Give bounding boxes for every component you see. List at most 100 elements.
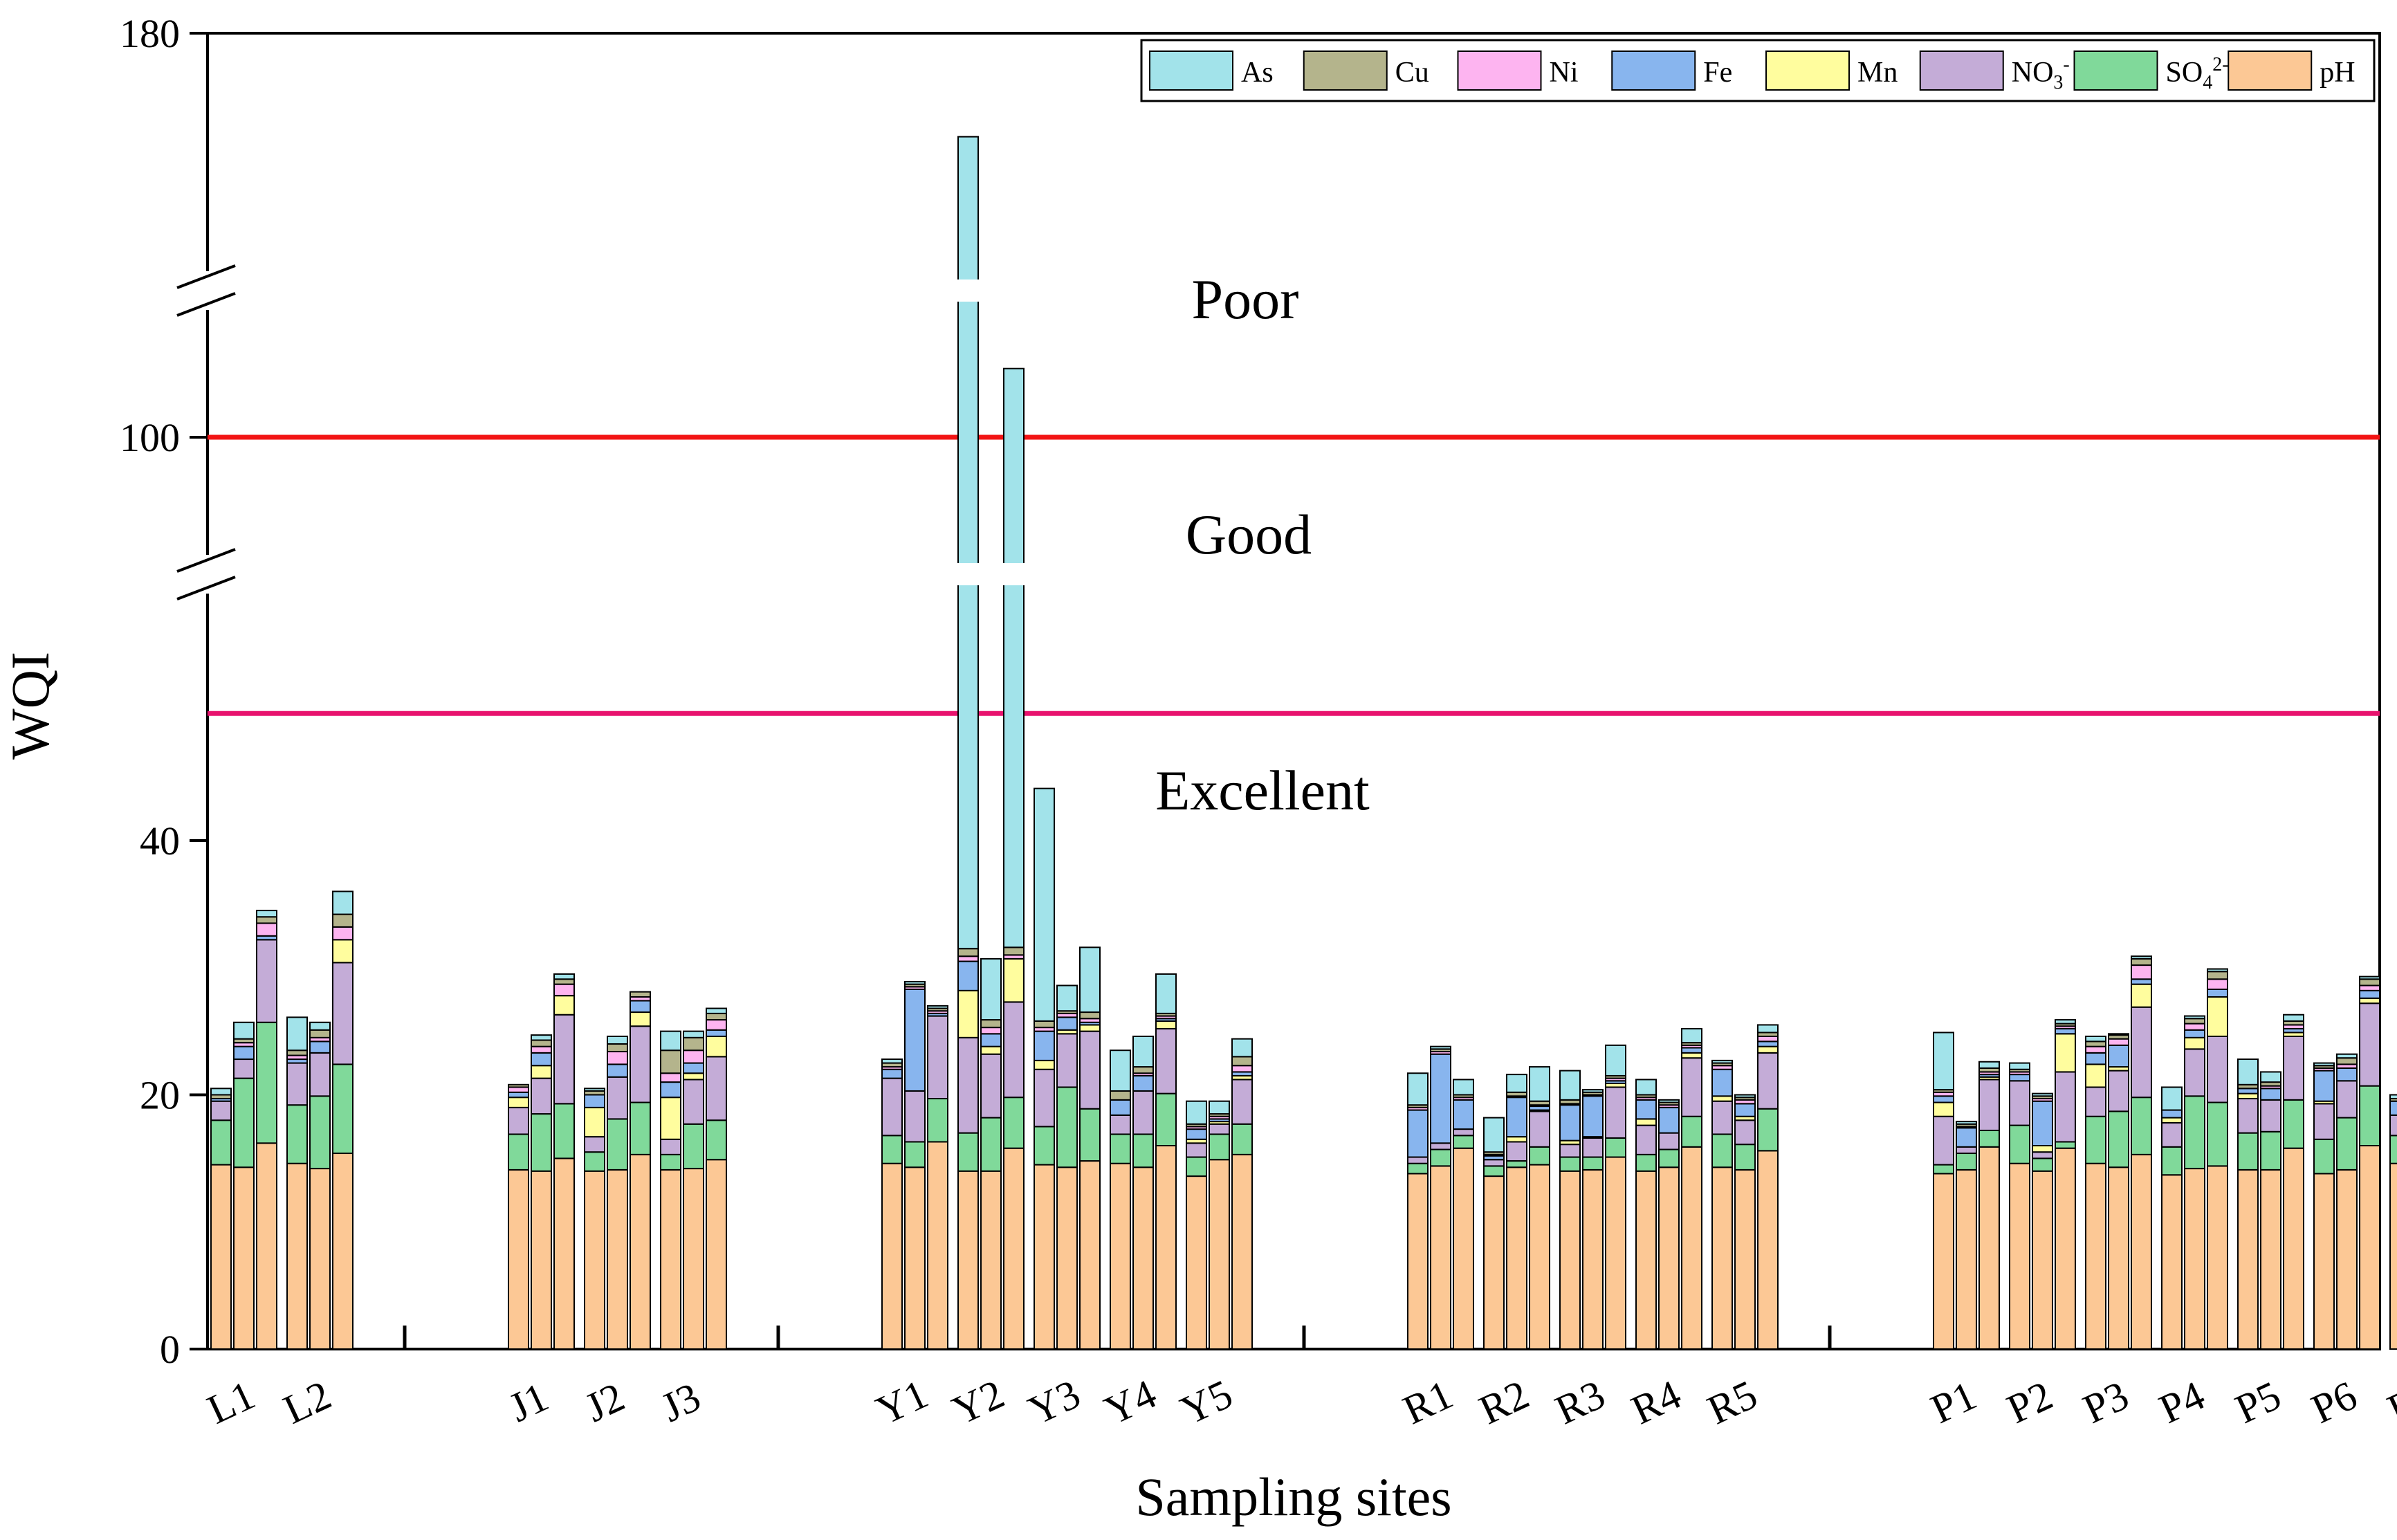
bar-segment-P3-2-Fe: [2108, 1044, 2129, 1068]
bar-segment-J3-3-Cu: [706, 1012, 727, 1021]
bar-segment-Y1-3-NO3: [927, 1015, 948, 1100]
bar-segment-R4-1-Fe: [1635, 1099, 1657, 1120]
bar-segment-Y2-2-Mn: [980, 1045, 1002, 1055]
bar-segment-P5-3-pH: [2283, 1147, 2304, 1350]
bar-segment-P3-3-Mn: [2131, 983, 2152, 1008]
x-tick-label-J2: J2: [578, 1374, 631, 1431]
bar-segment-Y3-3-SO4: [1079, 1108, 1101, 1162]
bar-segment-P4-1-pH: [2161, 1174, 2183, 1350]
bar-segment-Y2-1-Ni: [957, 955, 979, 962]
bar-segment-P5-1-SO4: [2237, 1132, 2259, 1171]
site-Y5: [1186, 1038, 1253, 1350]
y-tick-label: 20: [140, 1073, 180, 1118]
bar-segment-P2-1-pH: [2009, 1162, 2030, 1350]
site-Y2: [956, 136, 1026, 1350]
bar-segment-L2-2-As: [309, 1021, 331, 1031]
bar-segment-Y2-3-pH: [1003, 1147, 1025, 1350]
bar-segment-Y4-2-SO4: [1132, 1133, 1154, 1168]
bar-segment-Y4-2-Cu: [1132, 1066, 1154, 1074]
bar-break-gap: [956, 563, 980, 585]
bar-segment-Y1-1-NO3: [881, 1077, 903, 1137]
bar-segment-Y2-3-As: [1003, 367, 1025, 948]
bar-segment-P7-1-Fe: [2389, 1100, 2397, 1116]
bar-segment-Y1-3-SO4: [927, 1098, 948, 1143]
bar-segment-P3-3-Fe: [2131, 978, 2152, 985]
bar-segment-P6-1-Fe: [2313, 1070, 2335, 1102]
bar-segment-J3-2-Mn: [683, 1072, 704, 1081]
bar-segment-R2-2-pH: [1506, 1166, 1527, 1350]
bar-segment-J2-3-Mn: [630, 1011, 651, 1027]
bar-segment-P4-3-Mn: [2207, 996, 2228, 1037]
site-P4: [2161, 968, 2228, 1350]
bar-segment-P3-1-Fe: [2085, 1052, 2106, 1065]
x-tick-label-R3: R3: [1548, 1371, 1611, 1433]
bar-segment-J1-3-SO4: [553, 1103, 575, 1159]
bar-segment-P5-3-As: [2283, 1014, 2304, 1022]
bar-segment-R3-2-Fe: [1582, 1095, 1604, 1138]
bar-break-gap: [956, 279, 980, 302]
bar-segment-R2-1-NO3: [1483, 1159, 1505, 1167]
bar-segment-J3-3-NO3: [706, 1056, 727, 1121]
x-tick-label-P2: P2: [2000, 1373, 2059, 1433]
legend-swatch-Fe: [1611, 51, 1696, 91]
bar-segment-P2-2-Fe: [2032, 1100, 2053, 1146]
x-tick-label-P1: P1: [1924, 1373, 1983, 1433]
bar-segment-Y2-1-Fe: [957, 960, 979, 991]
bar-segment-P3-1-As: [2085, 1035, 2106, 1043]
y-axis-title: WQI: [0, 652, 60, 760]
bar-segment-Y3-3-As: [1079, 946, 1101, 1014]
bar-segment-P6-3-pH: [2359, 1145, 2380, 1350]
legend-label-Mn: Mn: [1857, 57, 1898, 89]
bar-segment-J3-3-Ni: [706, 1019, 727, 1031]
bar-segment-P1-2-As: [1956, 1121, 1977, 1125]
bar-segment-R2-2-Fe: [1506, 1097, 1527, 1138]
bar-segment-L2-3-pH: [332, 1153, 353, 1350]
legend-label-Ni: Ni: [1550, 57, 1579, 89]
bar-segment-Y3-3-Mn: [1079, 1024, 1101, 1032]
bar-segment-P4-2-Mn: [2184, 1036, 2205, 1050]
x-tick-label-Y1: Y1: [870, 1371, 935, 1433]
bar-segment-Y4-2-Fe: [1132, 1074, 1154, 1092]
bar-segment-R4-1-NO3: [1635, 1124, 1657, 1155]
y-tick-label: 100: [120, 415, 180, 460]
x-tick-label-P4: P4: [2152, 1373, 2211, 1433]
bar-segment-P1-2-SO4: [1956, 1153, 1977, 1171]
bar-segment-Y5-3-SO4: [1231, 1123, 1253, 1155]
legend-label-NO3: NO3-: [2012, 54, 2070, 93]
bar-segment-Y1-1-pH: [881, 1162, 903, 1350]
bar-segment-P6-3-Ni: [2359, 984, 2380, 991]
bar-segment-P1-1-As: [1933, 1032, 1954, 1091]
band-label-excellent: Excellent: [1155, 759, 1370, 822]
bar-segment-R1-1-pH: [1407, 1173, 1429, 1350]
bar-segment-Y4-3-As: [1155, 973, 1177, 1014]
bar-segment-R5-3-SO4: [1757, 1108, 1779, 1152]
bar-segment-R3-3-As: [1605, 1044, 1626, 1076]
x-tick-label-R2: R2: [1472, 1371, 1535, 1433]
bar-segment-R4-1-SO4: [1635, 1153, 1657, 1172]
bar-segment-R4-2-SO4: [1658, 1148, 1680, 1168]
bar-segment-R1-1-As: [1407, 1072, 1429, 1106]
bar-segment-J1-1-Ni: [508, 1086, 529, 1093]
bar-segment-R5-1-NO3: [1711, 1100, 1733, 1135]
bar-segment-Y4-3-Mn: [1155, 1020, 1177, 1029]
bar-segment-P4-3-NO3: [2207, 1035, 2228, 1103]
bar-segment-L1-3-SO4: [256, 1021, 277, 1144]
bar-segment-P6-3-Mn: [2359, 997, 2380, 1005]
site-Y3: [1034, 787, 1101, 1350]
bar-segment-J2-2-As: [607, 1035, 628, 1045]
x-tick-label-R5: R5: [1700, 1371, 1763, 1433]
bar-segment-P3-3-Ni: [2131, 964, 2152, 980]
bar-segment-P7-1-NO3: [2389, 1114, 2397, 1137]
bar-segment-J1-1-pH: [508, 1168, 529, 1350]
bar-segment-P1-2-Fe: [1956, 1127, 1977, 1148]
bar-segment-P3-1-Cu: [2085, 1041, 2106, 1047]
bar-segment-P4-1-As: [2161, 1086, 2183, 1111]
bar-segment-P6-3-As: [2359, 975, 2380, 980]
site-J1: [508, 973, 575, 1350]
bar-segment-Y5-2-pH: [1209, 1159, 1230, 1350]
bar-segment-P2-3-NO3: [2055, 1071, 2076, 1143]
bar-segment-J3-2-Ni: [683, 1049, 704, 1064]
site-P6: [2313, 975, 2380, 1350]
x-tick-label-Y4: Y4: [1098, 1371, 1163, 1433]
bar-segment-R4-2-As: [1658, 1099, 1680, 1103]
